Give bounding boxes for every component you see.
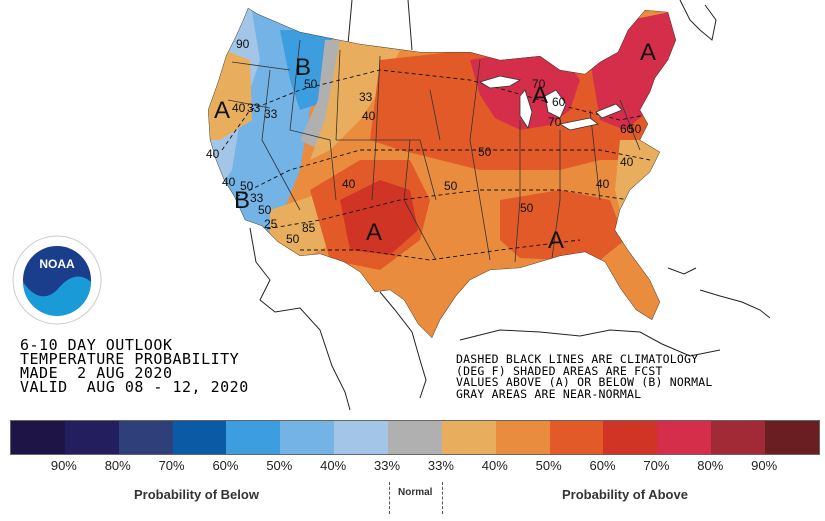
note-line: VALUES ABOVE (A) OR BELOW (B) NORMAL <box>456 375 713 389</box>
legend-percent-label: 40% <box>481 458 508 473</box>
marker-below: B <box>234 187 250 214</box>
legend-swatch <box>64 421 119 454</box>
contour-label: 50 <box>286 232 300 246</box>
legend-swatch <box>495 421 550 454</box>
contour-label: 25 <box>264 217 278 231</box>
marker-above: A <box>532 82 548 109</box>
note-line: DASHED BLACK LINES ARE CLIMATOLOGY <box>456 352 699 366</box>
contour-label: 70 <box>548 115 562 129</box>
note-line: GRAY AREAS ARE NEAR-NORMAL <box>456 386 642 401</box>
legend-swatch <box>118 421 173 454</box>
legend-percent-label: 90% <box>50 458 77 473</box>
contour-label: 33 <box>250 191 264 205</box>
legend-swatch <box>388 421 442 454</box>
contour-label: 40 <box>620 155 634 169</box>
contour-label: 40 <box>222 175 236 189</box>
great-lakes <box>479 75 623 131</box>
contour-label: 50 <box>444 179 458 193</box>
legend-swatch <box>711 421 766 454</box>
legend-percent-label: 50% <box>266 458 293 473</box>
contour-label: 70 <box>532 77 546 91</box>
legend-percent-label: 40% <box>320 458 347 473</box>
contour-label: 40 <box>206 147 220 161</box>
legend-percent-label: 90% <box>751 458 778 473</box>
note-line: (DEG F) SHADED AREAS ARE FCST <box>456 363 663 378</box>
legend-percent-label: 70% <box>158 458 185 473</box>
marker-above: A <box>366 219 382 246</box>
legend-swatch <box>172 421 227 454</box>
legend-swatch <box>334 421 389 454</box>
marker-below: B <box>295 54 311 81</box>
above-caption: Probability of Above <box>562 487 688 502</box>
legend-swatch <box>657 421 712 454</box>
contour-labels: 40 33 33 50 33 40 40 40 33 50 50 50 70 5… <box>206 37 642 246</box>
contour-label: 50 <box>478 145 492 159</box>
contour-label: 50 <box>628 122 642 136</box>
legend-percent-label: 70% <box>643 458 670 473</box>
normal-divider-right <box>442 482 443 514</box>
noaa-logo: NOAA <box>12 235 102 325</box>
contour-label: 50 <box>258 203 272 217</box>
map-notes: DASHED BLACK LINES ARE CLIMATOLOGY (DEG F… <box>456 352 713 401</box>
legend-percent-label: 60% <box>212 458 239 473</box>
legend-percent-label: 80% <box>697 458 724 473</box>
contour-label: 50 <box>240 179 254 193</box>
contour-label: 40 <box>596 177 610 191</box>
border-lines <box>249 0 771 411</box>
probability-shading <box>208 8 676 338</box>
color-legend <box>10 420 820 455</box>
legend-swatch <box>226 421 281 454</box>
title-line: VALID AUG 08 - 12, 2020 <box>20 378 249 396</box>
legend-percent-label: 50% <box>535 458 562 473</box>
contour-label: 33 <box>264 107 278 121</box>
contour-label: 40 <box>232 101 246 115</box>
normal-caption: Normal <box>398 487 433 498</box>
legend-swatch <box>441 421 496 454</box>
legend-percent-label: 80% <box>104 458 131 473</box>
title-line: MADE 2 AUG 2020 <box>20 364 173 382</box>
noaa-logo-text: NOAA <box>39 257 75 271</box>
legend-swatch <box>765 421 819 454</box>
normal-divider-left <box>389 482 390 514</box>
contour-label: 40 <box>362 109 376 123</box>
marker-above: A <box>548 227 564 254</box>
contour-label: 40 <box>342 177 356 191</box>
title-line: TEMPERATURE PROBABILITY <box>20 350 240 368</box>
contour-label: 85 <box>302 221 316 235</box>
legend-swatch <box>549 421 604 454</box>
outlook-title: 6-10 DAY OUTLOOK TEMPERATURE PROBABILITY M… <box>20 336 249 396</box>
forecast-markers: A B B A A A A <box>214 39 656 254</box>
contour-label: 50 <box>520 201 534 215</box>
contour-label: 90 <box>236 37 250 51</box>
state-lines <box>208 8 676 338</box>
contour-label: 33 <box>359 90 373 104</box>
marker-above: A <box>640 39 656 66</box>
climatology-lines <box>221 69 661 261</box>
legend-percent-label: 33% <box>427 458 454 473</box>
contour-label: 33 <box>247 101 261 115</box>
contour-label: 50 <box>304 77 318 91</box>
marker-above: A <box>214 97 230 124</box>
title-line: 6-10 DAY OUTLOOK <box>20 336 173 354</box>
below-caption: Probability of Below <box>134 487 259 502</box>
legend-percent-label: 33% <box>374 458 401 473</box>
contour-label: 60 <box>620 122 634 136</box>
legend-swatch <box>11 421 65 454</box>
legend-swatch <box>280 421 335 454</box>
legend-percent-label: 60% <box>589 458 616 473</box>
contour-label: 60 <box>552 95 566 109</box>
legend-swatch <box>603 421 658 454</box>
